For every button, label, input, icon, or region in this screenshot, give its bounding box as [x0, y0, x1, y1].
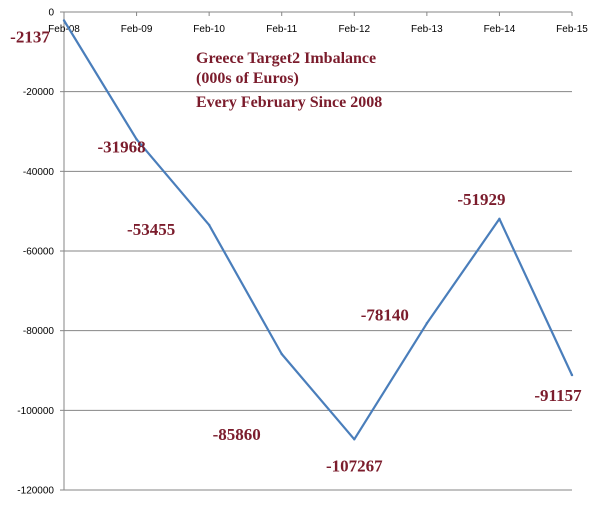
data-label: -51929	[457, 190, 505, 209]
chart-title-line-1: Greece Target2 Imbalance	[196, 50, 376, 67]
data-label: -53455	[127, 220, 175, 239]
data-label: -78140	[361, 305, 409, 324]
data-label: -2137	[10, 28, 50, 47]
data-point	[498, 217, 501, 221]
y-tick-label: -80000	[23, 326, 55, 337]
y-tick-label: -20000	[23, 87, 55, 98]
gridlines	[64, 91, 572, 491]
x-tick-label: Feb-14	[484, 24, 516, 35]
series-line-path	[63, 19, 573, 441]
chart-title-line-2: (000s of Euros)	[196, 70, 299, 87]
data-point	[62, 19, 66, 22]
y-axis-tick-labels: 0 -20000 -40000 -60000 -80000 -100000 -120000	[17, 8, 54, 497]
x-tick-label: Feb-09	[121, 24, 153, 35]
x-axis-tick-labels: Feb-08 Feb-09 Feb-10 Feb-11 Feb-12 Feb-13 Feb-…	[48, 24, 588, 35]
data-label: -91157	[534, 386, 582, 405]
x-tick-label: Feb-08	[48, 24, 80, 35]
y-tick-label: -120000	[17, 486, 54, 497]
y-tick-label: -60000	[23, 247, 55, 258]
chart-title-line-3: Every February Since 2008	[196, 94, 382, 111]
data-point	[425, 322, 429, 325]
y-tick-label: -100000	[17, 406, 54, 417]
data-point	[135, 138, 138, 141]
data-point	[353, 438, 356, 441]
series-line	[62, 19, 574, 441]
x-tick-label: Feb-12	[338, 24, 370, 35]
data-label: -85860	[213, 425, 261, 444]
y-tick-label: 0	[48, 8, 54, 19]
x-tick-label: Feb-11	[266, 24, 297, 35]
x-tick-label: Feb-15	[556, 24, 588, 35]
data-labels: -2137 -31968 -53455 -85860 -107267 -78140 -519…	[10, 28, 582, 476]
data-label: -107267	[326, 456, 383, 475]
x-tick-label: Feb-13	[411, 24, 443, 35]
axes	[60, 11, 573, 491]
x-tick-label: Feb-10	[193, 24, 225, 35]
data-point	[207, 223, 211, 227]
data-label: -31968	[97, 137, 145, 156]
data-point	[280, 352, 283, 356]
data-point	[570, 373, 574, 377]
y-tick-label: -40000	[23, 167, 55, 178]
